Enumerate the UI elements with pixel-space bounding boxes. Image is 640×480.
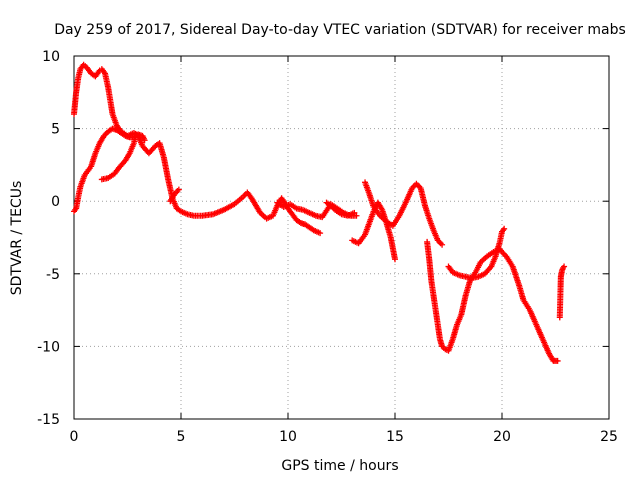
y-tick-label: 5 [51,122,60,138]
x-tick-label: 20 [493,429,511,445]
x-tick-label: 25 [600,429,618,445]
y-tick-label: 10 [42,49,60,65]
data-point [439,241,446,248]
y-tick-label: -15 [37,412,60,428]
tick-layer: 0 5 10 15 20 25 -15 -10 -5 0 5 10 [37,49,618,445]
chart-title: Day 259 of 2017, Sidereal Day-to-day VTE… [54,22,626,38]
x-axis-label: GPS time / hours [281,458,398,474]
data-point [175,186,182,193]
data-point [392,256,398,263]
y-tick-label: -5 [46,267,60,283]
y-tick-label: -10 [37,339,60,355]
data-point [501,225,508,232]
y-axis-label: SDTVAR / TECUs [9,181,25,296]
x-tick-label: 0 [70,429,79,445]
data-point [317,230,324,237]
data-point [133,131,140,138]
data-point [561,263,568,270]
plot-frame [73,55,610,420]
data-point [141,137,148,144]
x-tick-label: 15 [386,429,404,445]
data-point [554,357,561,364]
x-tick-label: 10 [279,429,297,445]
data-point [351,209,358,216]
points-layer [71,61,568,364]
x-tick-label: 5 [177,429,186,445]
y-tick-label: 0 [51,194,60,210]
grid-layer [74,56,609,419]
